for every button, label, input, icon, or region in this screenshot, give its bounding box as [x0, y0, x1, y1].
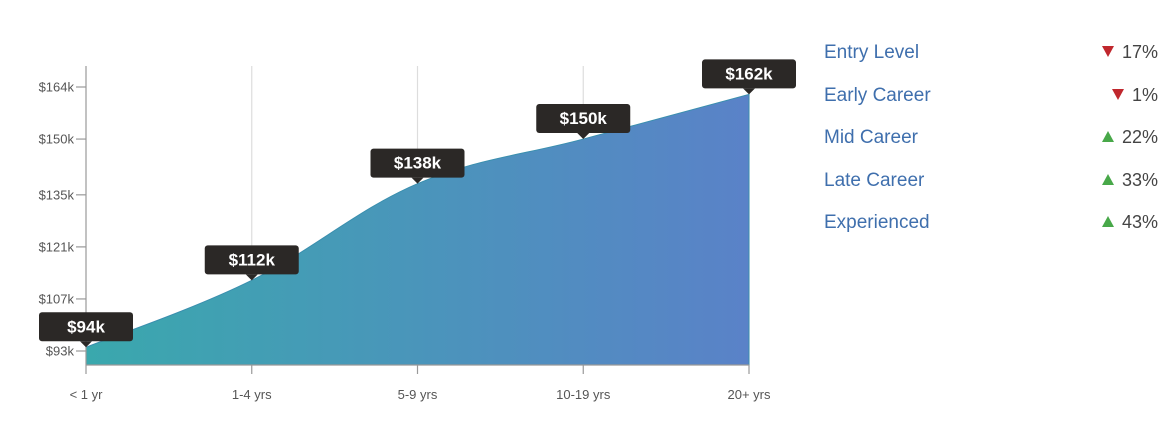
- value-label-box: [702, 59, 796, 89]
- legend-label[interactable]: Experienced: [824, 212, 930, 233]
- value-label-pointer: [80, 341, 92, 348]
- legend-change: 33%: [1101, 169, 1158, 191]
- down-arrow-icon: [1101, 46, 1114, 57]
- y-tick-label: $93k: [46, 344, 75, 359]
- up-arrow-icon: [1101, 173, 1114, 185]
- legend-change: 22%: [1101, 127, 1158, 148]
- axes: $93k $107k $121k $135k $150k $164k < 1 yr 1-4 y…: [39, 66, 771, 402]
- x-tick-label: < 1 yr: [70, 387, 104, 402]
- change-value: 22%: [1121, 127, 1158, 147]
- x-tick-label: 1-4 yrs: [232, 387, 272, 402]
- value-label-box: [39, 312, 133, 342]
- legend-change: 1%: [1111, 84, 1158, 106]
- legend-label[interactable]: Early Career: [824, 84, 931, 106]
- value-label-box: [370, 148, 465, 178]
- value-label: $94k: [39, 312, 133, 348]
- career-stage-legend: Entry Level 17% Early Career 1% Mid Care…: [824, 36, 1164, 249]
- x-tick-label: 20+ yrs: [728, 387, 771, 402]
- value-label: $150k: [536, 104, 631, 140]
- value-label-pointer: [411, 177, 424, 184]
- value-label-pointer: [577, 133, 590, 140]
- value-label-text: $162k: [725, 64, 773, 83]
- change-value: 43%: [1121, 212, 1158, 232]
- legend-row-mid-career: Mid Career 22%: [824, 121, 1164, 164]
- y-tick-label: $121k: [39, 239, 75, 254]
- x-tick-label: 10-19 yrs: [556, 387, 611, 402]
- value-label: $112k: [204, 245, 299, 281]
- legend-row-late-career: Late Career 33%: [824, 164, 1164, 207]
- up-arrow-icon: [1101, 131, 1114, 142]
- value-labels: $94k $112k $138k $150k $162k: [39, 59, 796, 348]
- legend-row-early-career: Early Career 1%: [824, 79, 1164, 122]
- value-label-pointer: [743, 88, 755, 95]
- down-arrow-icon: [1111, 88, 1124, 100]
- value-label-text: $112k: [229, 250, 276, 269]
- value-label-box: [536, 104, 631, 134]
- legend-label[interactable]: Late Career: [824, 169, 925, 191]
- legend-row-experienced: Experienced 43%: [824, 206, 1164, 249]
- y-tick-label: $150k: [39, 132, 75, 147]
- x-tick-label: 5-9 yrs: [398, 387, 438, 402]
- legend-change: 43%: [1101, 212, 1158, 233]
- legend-row-entry-level: Entry Level 17%: [824, 36, 1164, 79]
- value-label-text: $138k: [394, 154, 442, 173]
- value-label-text: $150k: [560, 109, 608, 128]
- value-label: $138k: [370, 148, 465, 184]
- value-label: $162k: [702, 59, 796, 95]
- y-tick-label: $164k: [39, 80, 75, 95]
- y-tick-label: $107k: [39, 291, 75, 306]
- legend-label[interactable]: Mid Career: [824, 127, 918, 148]
- salary-area: [85, 93, 750, 366]
- y-tick-label: $135k: [39, 187, 75, 202]
- change-value: 17%: [1121, 42, 1158, 62]
- up-arrow-icon: [1101, 216, 1114, 227]
- legend-label[interactable]: Entry Level: [824, 42, 920, 63]
- value-label-box: [204, 245, 299, 275]
- legend-change: 17%: [1101, 42, 1158, 63]
- change-value: 1%: [1131, 84, 1158, 105]
- value-label-text: $94k: [67, 317, 105, 336]
- value-label-pointer: [245, 274, 258, 281]
- change-value: 33%: [1121, 169, 1158, 190]
- salary-chart: $93k $107k $121k $135k $150k $164k < 1 yr 1-4 y…: [39, 59, 796, 402]
